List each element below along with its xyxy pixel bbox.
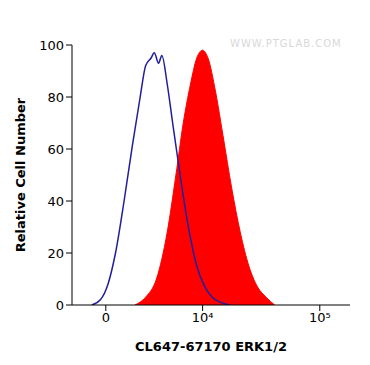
svg-text:10⁴: 10⁴ <box>192 310 214 325</box>
svg-text:60: 60 <box>47 142 64 157</box>
svg-text:40: 40 <box>47 194 64 209</box>
svg-text:0: 0 <box>56 298 64 313</box>
svg-text:CL647-67170 ERK1/2: CL647-67170 ERK1/2 <box>135 339 287 354</box>
svg-text:0: 0 <box>102 310 110 325</box>
svg-text:80: 80 <box>47 90 64 105</box>
svg-text:100: 100 <box>39 38 64 53</box>
svg-text:10⁵: 10⁵ <box>309 310 331 325</box>
svg-text:20: 20 <box>47 246 64 261</box>
html-text:WWW.PTGLAB.COM: WWW.PTGLAB.COM <box>230 38 342 49</box>
svg-text:Relative Cell Number: Relative Cell Number <box>13 97 28 252</box>
